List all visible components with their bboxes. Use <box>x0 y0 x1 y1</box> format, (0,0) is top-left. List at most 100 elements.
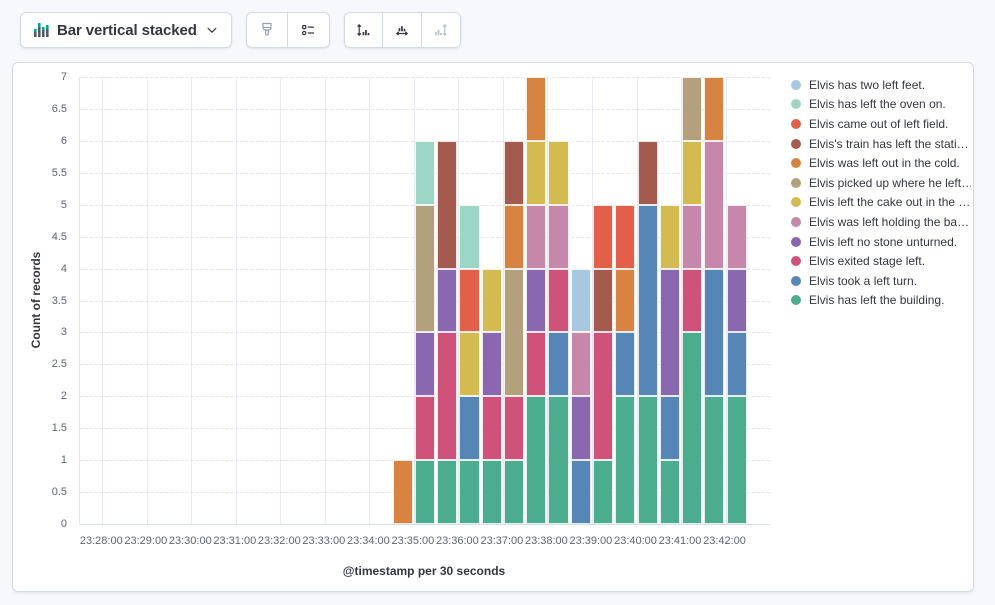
bar-segment[interactable] <box>726 396 747 524</box>
bar-segment[interactable] <box>704 268 725 397</box>
legend-item[interactable]: Elvis has two left feet. <box>791 75 971 95</box>
bar-segment[interactable] <box>548 396 569 524</box>
bar-segment[interactable] <box>682 77 703 141</box>
bottom-axis-button[interactable] <box>382 12 422 48</box>
bar-segment[interactable] <box>704 140 725 269</box>
legend-color-dot <box>791 295 801 306</box>
legend-item[interactable]: Elvis came out of left field. <box>791 114 971 134</box>
bar-segment[interactable] <box>414 396 436 461</box>
left-axis-button[interactable] <box>343 12 383 48</box>
legend-settings-button[interactable] <box>287 12 330 48</box>
bar-segment[interactable] <box>414 140 436 205</box>
y-tick-label: 0.5 <box>51 486 67 499</box>
legend-item[interactable]: Elvis took a left turn. <box>791 271 971 291</box>
legend-item[interactable]: Elvis's train has left the stati… <box>791 134 971 154</box>
legend-item[interactable]: Elvis has left the oven on. <box>791 95 971 115</box>
legend-item[interactable]: Elvis was left out in the cold. <box>791 153 971 173</box>
x-axis-title: @timestamp per 30 seconds <box>342 564 506 578</box>
bar-segment[interactable] <box>459 396 480 461</box>
legend-color-dot <box>791 158 801 169</box>
x-tick-label: 23:40:00 <box>614 535 657 547</box>
legend-item[interactable]: Elvis picked up where he left… <box>791 173 971 193</box>
bar-segment[interactable] <box>615 268 636 333</box>
bar-segment[interactable] <box>414 460 436 524</box>
bar-segment[interactable] <box>592 268 614 333</box>
bar-segment[interactable] <box>414 332 436 397</box>
bar-segment[interactable] <box>503 396 525 461</box>
bar-segment[interactable] <box>526 332 547 397</box>
bar-segment[interactable] <box>414 204 436 333</box>
x-tick-label: 23:38:00 <box>524 535 568 547</box>
bar-segment[interactable] <box>615 396 636 524</box>
bar-segment[interactable] <box>637 396 658 524</box>
bar-segment[interactable] <box>726 204 747 269</box>
bar-segment[interactable] <box>592 332 614 461</box>
bar-segment[interactable] <box>592 460 614 524</box>
bar-segment[interactable] <box>548 268 569 333</box>
bar-segment[interactable] <box>503 140 525 205</box>
bar-segment[interactable] <box>570 332 591 397</box>
chart-type-label: Bar vertical stacked <box>57 21 197 39</box>
bar-segment[interactable] <box>503 204 525 269</box>
bar-segment[interactable] <box>682 204 703 269</box>
chart-panel: Count of records 0 0.5 1 1.5 2 2.5 3 3.5 4 4.5 5 5.… <box>12 62 974 592</box>
bar-segment[interactable] <box>459 268 480 333</box>
bar-segment[interactable] <box>659 204 680 269</box>
bar-segment[interactable] <box>437 332 458 461</box>
bar-segment[interactable] <box>481 396 502 461</box>
bar-segment[interactable] <box>659 396 680 461</box>
legend-color-dot <box>791 177 801 188</box>
bar-segment[interactable] <box>592 204 614 269</box>
bar-segment[interactable] <box>548 332 569 397</box>
bar-segment[interactable] <box>526 140 547 205</box>
bar-segment[interactable] <box>503 268 525 397</box>
y-tick-label: 6 <box>60 134 67 147</box>
bar-segment[interactable] <box>437 268 458 333</box>
bar-segment[interactable] <box>704 77 725 141</box>
bar-segment[interactable] <box>548 204 569 269</box>
bar-segment[interactable] <box>726 268 747 333</box>
bar-segment[interactable] <box>459 460 480 524</box>
bar-segment[interactable] <box>615 204 636 269</box>
legend-item[interactable]: Elvis was left holding the ba… <box>791 212 971 232</box>
bar-segment[interactable] <box>548 140 569 205</box>
legend-label: Elvis came out of left field. <box>809 116 949 131</box>
legend-item[interactable]: Elvis has left the building. <box>791 291 971 311</box>
bar-segment[interactable] <box>459 332 480 397</box>
x-tick-label: 23:37:00 <box>480 535 524 547</box>
bar-segment[interactable] <box>526 268 547 333</box>
x-tick-label: 23:39:00 <box>569 535 613 547</box>
bar-segment[interactable] <box>526 77 547 141</box>
bar-segment[interactable] <box>659 460 680 524</box>
bar-segment[interactable] <box>503 460 525 524</box>
x-tick-label: 23:30:00 <box>168 535 212 547</box>
bar-segment[interactable] <box>570 396 591 461</box>
bar-segment[interactable] <box>682 268 703 333</box>
legend-label: Elvis has left the building. <box>809 293 945 308</box>
legend-item[interactable]: Elvis left the cake out in the … <box>791 193 971 213</box>
bar-segment[interactable] <box>570 268 591 333</box>
bar-segment[interactable] <box>682 332 703 524</box>
y-tick-label: 5 <box>60 198 67 211</box>
bar-segment[interactable] <box>437 140 458 269</box>
bar-segment[interactable] <box>682 140 703 205</box>
bar-segment[interactable] <box>481 460 502 524</box>
bar-segment[interactable] <box>637 140 658 205</box>
bar-segment[interactable] <box>526 396 547 524</box>
bar-segment[interactable] <box>615 332 636 397</box>
legend-item[interactable]: Elvis left no stone unturned. <box>791 232 971 252</box>
bar-segment[interactable] <box>459 204 480 269</box>
bar-segment[interactable] <box>526 204 547 269</box>
bar-segment[interactable] <box>726 332 747 397</box>
bar-segment[interactable] <box>481 332 502 397</box>
bar-segment[interactable] <box>392 460 413 524</box>
chart-type-dropdown[interactable]: Bar vertical stacked <box>20 12 232 48</box>
bar-segment[interactable] <box>659 268 680 397</box>
bar-segment[interactable] <box>481 268 502 333</box>
bar-segment[interactable] <box>437 460 458 524</box>
bar-segment[interactable] <box>637 204 658 397</box>
legend-item[interactable]: Elvis exited stage left. <box>791 251 971 271</box>
bar-segment[interactable] <box>570 460 591 524</box>
bar-segment[interactable] <box>704 396 725 524</box>
x-tick-label: 23:28:00 <box>79 535 123 547</box>
